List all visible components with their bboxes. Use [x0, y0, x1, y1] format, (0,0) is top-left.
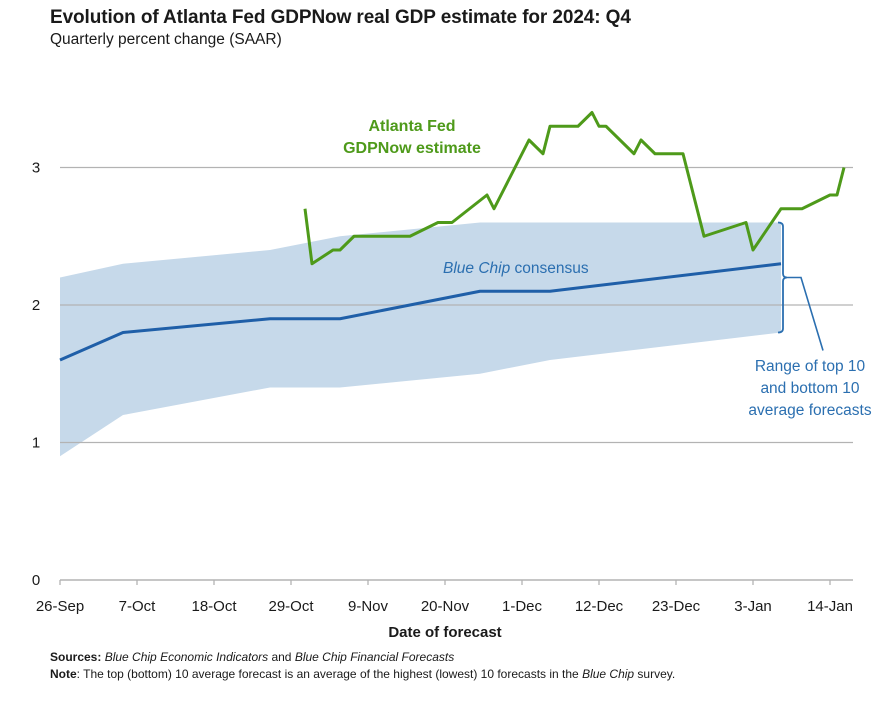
x-tick-label: 14-Jan	[807, 598, 853, 615]
consensus-annotation: Blue Chip consensus	[443, 260, 589, 277]
chart-subtitle: Quarterly percent change (SAAR)	[50, 31, 282, 48]
range-annotation-line1: Range of top 10	[755, 358, 866, 375]
consensus-annotation-rest: consensus	[510, 260, 589, 277]
note-text-1: : The top (bottom) 10 average forecast i…	[76, 667, 583, 681]
grid-layer: 0 1 2 3	[32, 160, 853, 589]
chart-footer: Sources: Blue Chip Economic Indicators a…	[50, 649, 830, 683]
sources-and: and	[268, 650, 295, 664]
sources-label: Sources:	[50, 650, 102, 664]
x-tick-label: 29-Oct	[268, 598, 314, 615]
x-tick-label: 9-Nov	[348, 598, 389, 615]
x-tick-label: 3-Jan	[734, 598, 772, 615]
range-annotation-line3: average forecasts	[748, 402, 871, 419]
x-axis-title: Date of forecast	[388, 624, 501, 641]
band-layer	[60, 222, 781, 457]
x-tick-label: 20-Nov	[421, 598, 470, 615]
series-layer	[59, 111, 846, 362]
note-label: Note	[50, 667, 77, 681]
x-tick-label: 26-Sep	[36, 598, 84, 615]
y-tick-label: 2	[32, 297, 40, 314]
x-tick-label: 7-Oct	[119, 598, 157, 615]
gdpnow-annotation-line2: GDPNow estimate	[343, 140, 481, 157]
note-text-2: survey.	[634, 667, 676, 681]
chart: 0 1 2 3 26-Sep 7-Oct 18-Oct 29-Oct 9-Nov 20-Nov 1…	[32, 111, 872, 641]
range-annotation-line2: and bottom 10	[760, 380, 859, 397]
sources-item-1: Blue Chip Economic Indicators	[104, 650, 269, 664]
chart-title: Evolution of Atlanta Fed GDPNow real GDP…	[50, 7, 631, 28]
sources-line: Sources: Blue Chip Economic Indicators a…	[50, 649, 830, 666]
x-tick-label: 23-Dec	[652, 598, 701, 615]
x-tick-label: 12-Dec	[575, 598, 624, 615]
range-band	[60, 222, 781, 457]
annotation-layer: Atlanta Fed GDPNow estimate Blue Chip co…	[343, 118, 872, 419]
x-tick-label: 18-Oct	[191, 598, 237, 615]
y-tick-label: 1	[32, 435, 40, 452]
x-axis: 26-Sep 7-Oct 18-Oct 29-Oct 9-Nov 20-Nov 1-Dec 1…	[36, 579, 853, 615]
y-tick-label: 3	[32, 160, 40, 177]
note-line: Note: The top (bottom) 10 average foreca…	[50, 666, 830, 683]
x-tick-label: 1-Dec	[502, 598, 543, 615]
consensus-annotation-italic: Blue Chip	[443, 260, 511, 277]
range-leader-line	[787, 276, 824, 351]
sources-item-2: Blue Chip Financial Forecasts	[294, 650, 455, 664]
note-italic: Blue Chip	[582, 667, 635, 681]
gdpnow-annotation-line1: Atlanta Fed	[368, 118, 455, 135]
y-tick-label: 0	[32, 572, 40, 589]
